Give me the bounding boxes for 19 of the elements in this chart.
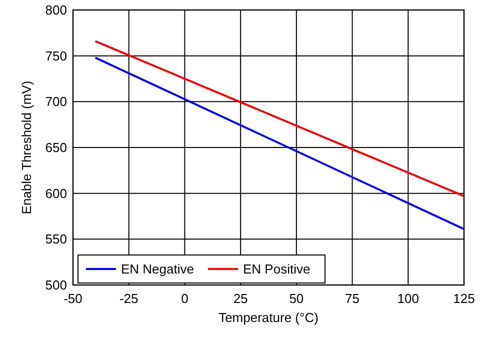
x-tick-label: 100 [397,291,419,306]
y-tick-label: 500 [45,278,67,292]
y-tick-label: 700 [45,94,67,110]
x-tick-label: 75 [345,291,360,306]
x-tick-label: 0 [181,291,188,306]
x-tick-label: -25 [119,291,138,306]
y-axis-title: Enable Threshold (mV) [19,80,34,214]
x-tick-label: 25 [233,291,248,306]
y-tick-label: 600 [45,186,67,201]
x-tick-label: -50 [64,291,82,306]
y-tick-label: 650 [45,140,67,155]
legend-label: EN Negative [121,262,194,276]
y-tick-label: 750 [45,48,67,64]
y-tick-label: 550 [45,232,67,247]
legend-label: EN Positive [243,262,310,276]
y-tick-label: 800 [45,2,67,18]
x-tick-label: 125 [453,291,475,306]
x-axis-title: Temperature (°C) [218,310,318,325]
x-tick-label: 50 [289,291,304,306]
